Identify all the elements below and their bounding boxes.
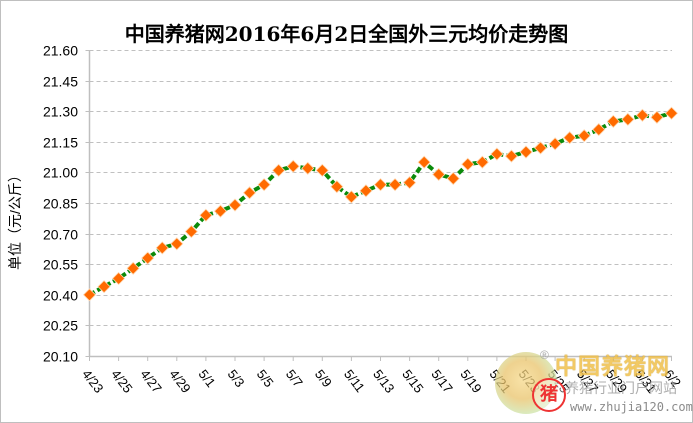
y-tick-label: 20.40	[43, 288, 78, 304]
y-tick-label: 20.10	[43, 349, 78, 365]
data-point-marker	[257, 178, 271, 192]
x-tick-label: 5/29	[603, 367, 630, 396]
x-tick-label: 5/25	[545, 367, 572, 396]
x-tick-label: 5/1	[196, 367, 219, 390]
data-point-marker	[606, 114, 620, 128]
y-tick-label: 21.15	[43, 135, 78, 151]
data-point-marker	[228, 198, 242, 212]
x-tick-label: 5/11	[341, 367, 368, 395]
x-tick-label: 5/31	[632, 367, 659, 396]
data-point-marker	[533, 141, 548, 155]
data-point-marker	[548, 137, 562, 151]
y-tick-label: 20.70	[43, 227, 78, 243]
y-tick-label: 21.30	[43, 104, 78, 120]
data-point-marker	[388, 178, 402, 192]
data-point-marker	[330, 180, 344, 194]
data-point-marker	[97, 280, 111, 294]
data-point-marker	[184, 224, 198, 239]
x-tick-label: 4/23	[79, 367, 106, 396]
x-tick-label: 5/3	[225, 367, 248, 390]
y-tick-label: 21.60	[43, 43, 78, 59]
y-tick-label: 21.00	[43, 165, 78, 181]
series-markers	[82, 106, 679, 302]
data-point-marker	[301, 161, 315, 175]
data-point-marker	[213, 204, 228, 218]
x-tick-label: 4/25	[108, 367, 135, 396]
data-point-marker	[446, 171, 460, 186]
data-point-marker	[475, 155, 489, 169]
data-point-marker	[563, 131, 577, 145]
x-tick-label: 5/13	[370, 367, 397, 396]
chart-title: 中国养猪网2016年6月2日全国外三元均价走势图	[124, 22, 569, 46]
data-point-marker	[286, 159, 300, 173]
y-tick-label: 20.85	[43, 196, 78, 212]
data-point-marker	[242, 186, 257, 200]
data-point-marker	[650, 110, 664, 124]
x-tick-label: 5/17	[428, 367, 455, 396]
data-point-marker	[432, 167, 446, 182]
y-tick-label: 20.25	[43, 318, 78, 334]
data-point-marker	[344, 190, 358, 204]
y-tick-label: 21.45	[43, 74, 78, 90]
data-point-marker	[315, 163, 329, 177]
data-point-marker	[272, 163, 286, 177]
x-tick-label: 5/21	[487, 367, 514, 396]
data-point-marker	[112, 271, 126, 286]
x-tick-label: 4/27	[137, 367, 164, 396]
data-point-marker	[490, 147, 504, 161]
data-point-marker	[417, 155, 431, 169]
x-tick-label: 5/23	[516, 367, 543, 396]
x-tick-label: 5/19	[457, 367, 484, 396]
data-point-marker	[82, 288, 97, 302]
data-point-marker	[461, 157, 475, 171]
y-axis-ticks: 21.60 21.45 21.30 21.15 21.00 20.85 20.70 20.55…	[43, 43, 90, 365]
gridlines	[89, 50, 672, 326]
data-point-marker	[359, 184, 373, 198]
x-axis-ticks: 4/23 4/25 4/27 4/29 5/1 5/3 5/5 5/7 5/9 5/11 5/13 5…	[79, 356, 684, 396]
x-tick-label: 5/27	[574, 367, 601, 396]
data-point-marker	[155, 241, 169, 255]
data-point-marker	[592, 122, 606, 137]
data-point-marker	[170, 237, 184, 251]
data-point-marker	[635, 108, 649, 122]
data-point-marker	[664, 106, 679, 120]
data-point-marker	[126, 261, 140, 275]
data-point-marker	[519, 145, 533, 159]
data-point-marker	[504, 149, 519, 163]
data-point-marker	[403, 176, 417, 190]
x-tick-label: 5/15	[399, 367, 426, 396]
x-tick-label: 4/29	[166, 367, 193, 396]
data-point-marker	[141, 251, 155, 265]
data-point-marker	[577, 129, 591, 143]
data-point-marker	[621, 112, 635, 126]
x-tick-label: 5/9	[312, 367, 335, 390]
x-tick-label: 6/2	[661, 367, 684, 390]
data-point-marker	[199, 208, 213, 222]
y-tick-label: 20.55	[43, 257, 78, 273]
x-tick-label: 5/7	[283, 367, 306, 390]
data-point-marker	[373, 178, 388, 192]
x-tick-label: 5/5	[254, 367, 277, 390]
